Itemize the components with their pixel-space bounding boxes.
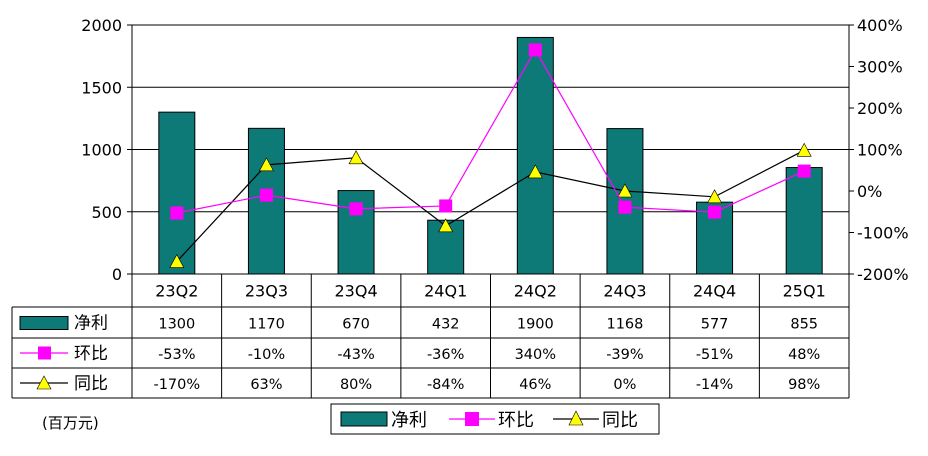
table-cell: 1900 [517, 317, 554, 333]
table-cell: 80% [340, 377, 372, 393]
right-axis-tick-label: 400% [857, 16, 903, 35]
table-cell: -53% [158, 347, 195, 363]
table-key-square [38, 346, 51, 360]
table-key-triangle [36, 375, 52, 390]
right-axis-tick-label: 100% [857, 141, 903, 160]
left-axis-tick-label: 2000 [81, 16, 122, 35]
legend-key-yoy-marker [568, 410, 584, 426]
qoq-marker [618, 200, 632, 214]
x-axis-tick-label: 25Q1 [783, 282, 826, 301]
table-cell: -170% [153, 377, 200, 393]
legend-key-net-profit [340, 411, 388, 427]
series-line-yoy [176, 149, 805, 262]
right-axis-tick-label: 200% [857, 99, 903, 118]
qoq-marker [259, 188, 273, 202]
qoq-marker [797, 164, 811, 178]
x-axis-tick-label: 23Q3 [245, 282, 288, 301]
table-cell: 98% [788, 377, 820, 393]
table-cell: 48% [788, 347, 820, 363]
x-axis-tick-label: 23Q2 [155, 282, 198, 301]
yoy-marker [796, 142, 812, 157]
qoq-marker [439, 199, 453, 213]
x-axis-tick-label: 24Q3 [603, 282, 646, 301]
table-cell: -14% [696, 377, 733, 393]
bar [785, 167, 823, 275]
table-cell: -84% [427, 377, 464, 393]
table-cell: 63% [250, 377, 282, 393]
table-row-label: 净利 [74, 314, 108, 334]
yoy-marker [169, 253, 185, 268]
yoy-marker [527, 164, 543, 179]
yoy-marker [707, 189, 723, 204]
unit-label: (百万元) [42, 414, 99, 432]
left-axis-tick-label: 1000 [81, 141, 122, 160]
table-cell: 340% [515, 347, 556, 363]
left-axis-tick-label: 0 [112, 265, 122, 284]
bar [158, 111, 196, 275]
table-cell: 1170 [248, 317, 285, 333]
bar [516, 36, 554, 275]
table-cell: 577 [701, 317, 729, 333]
right-axis-tick-label: -200% [857, 265, 909, 284]
qoq-marker [349, 202, 363, 216]
x-axis-tick-label: 24Q1 [424, 282, 467, 301]
table-cell: 1168 [606, 317, 643, 333]
yoy-marker [617, 183, 633, 198]
table-cell: -43% [337, 347, 374, 363]
right-axis-tick-label: -100% [857, 224, 909, 243]
qoq-marker [528, 43, 542, 57]
table-cell: -10% [248, 347, 285, 363]
yoy-marker [438, 218, 454, 233]
table-key-net-profit [19, 316, 69, 330]
legend-key-qoq-marker [465, 412, 479, 426]
table-cell: 1300 [158, 317, 195, 333]
x-axis-tick-label: 24Q2 [514, 282, 557, 301]
yoy-marker [348, 150, 364, 165]
x-axis-tick-label: 24Q4 [693, 282, 736, 301]
table-cell: -36% [427, 347, 464, 363]
table-cell: 855 [790, 317, 818, 333]
right-axis-tick-label: 0% [857, 182, 882, 201]
legend-item-yoy: 同比 [602, 410, 638, 431]
left-axis-tick-label: 1500 [81, 78, 122, 97]
table-cell: 670 [342, 317, 370, 333]
qoq-marker [708, 205, 722, 219]
table-row-label: 同比 [74, 374, 108, 394]
table-row-label: 环比 [74, 344, 108, 364]
left-axis-tick-label: 500 [91, 203, 122, 222]
table-cell: 432 [432, 317, 460, 333]
legend-item-qoq: 环比 [498, 410, 534, 431]
series-line-qoq [176, 48, 805, 214]
yoy-marker [258, 157, 274, 172]
x-axis-tick-label: 23Q4 [334, 282, 377, 301]
table-cell: -51% [696, 347, 733, 363]
table-cell: -39% [606, 347, 643, 363]
qoq-marker [170, 206, 184, 220]
legend-item-net-profit: 净利 [391, 410, 427, 431]
right-axis-tick-label: 300% [857, 58, 903, 77]
table-cell: 46% [519, 377, 551, 393]
table-cell: 0% [613, 377, 636, 393]
